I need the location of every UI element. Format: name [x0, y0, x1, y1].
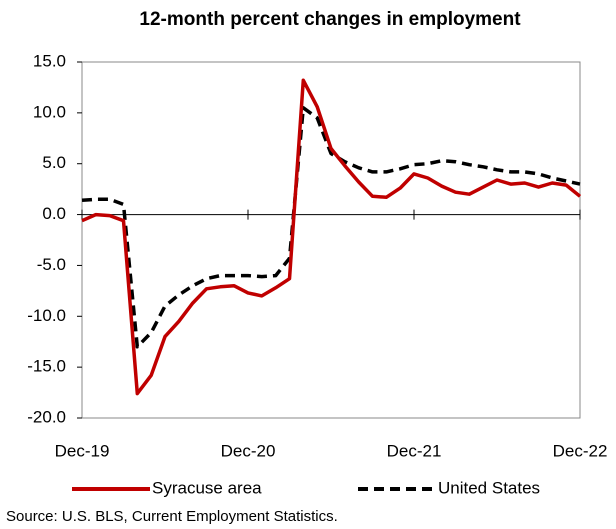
- plot-frame: [81, 61, 581, 419]
- series-line: [81, 106, 581, 349]
- y-tick-label: 10.0: [33, 102, 66, 121]
- y-tick-label: -10.0: [27, 306, 66, 325]
- y-tick-label: 15.0: [33, 51, 66, 70]
- y-tick-label: 5.0: [42, 153, 66, 172]
- y-tick-label: -20.0: [27, 407, 66, 426]
- y-tick-label: -5.0: [37, 255, 66, 274]
- y-tick-label: -15.0: [27, 357, 66, 376]
- series-line: [81, 78, 582, 396]
- y-tick-label: 0.0: [42, 204, 66, 223]
- x-tick-label: Dec-22: [553, 441, 608, 460]
- source-note: Source: U.S. BLS, Current Employment Sta…: [6, 508, 338, 525]
- x-tick-label: Dec-20: [221, 441, 276, 460]
- chart-title: 12-month percent changes in employment: [139, 9, 521, 30]
- legend-label: United States: [438, 478, 540, 497]
- x-tick-label: Dec-19: [55, 441, 110, 460]
- legend-label: Syracuse area: [152, 478, 262, 497]
- x-tick-label: Dec-21: [387, 441, 442, 460]
